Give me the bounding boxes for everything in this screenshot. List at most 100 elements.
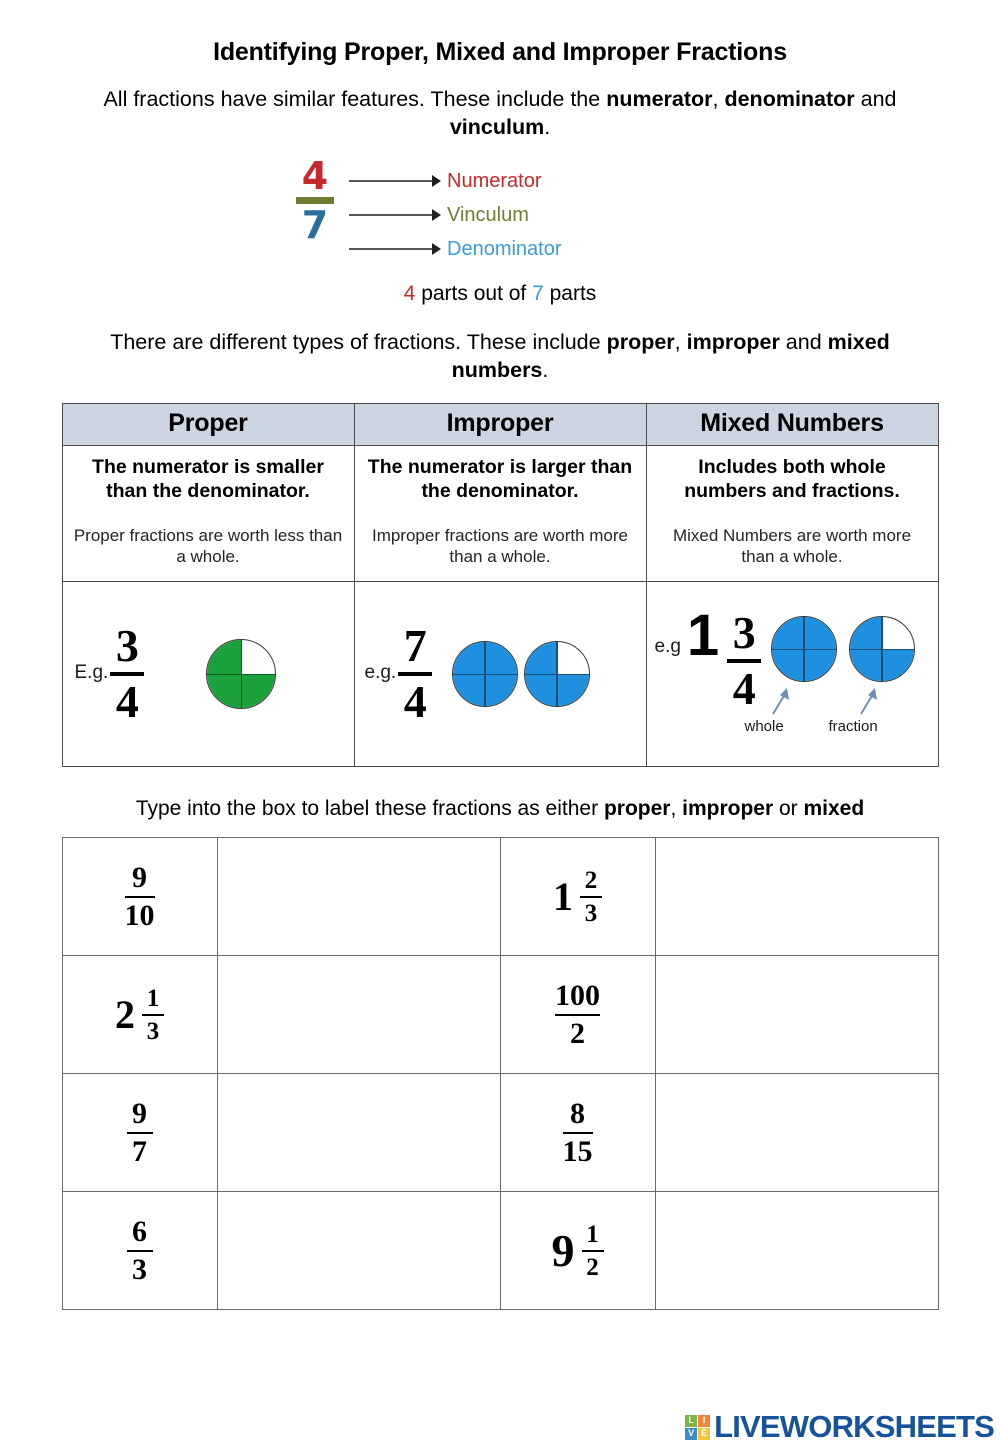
exercise-answer-6[interactable] — [654, 1073, 939, 1193]
exercise-answer-7[interactable] — [216, 1191, 501, 1311]
intro-text-2: , — [712, 87, 725, 111]
arrow-line — [349, 247, 433, 250]
example-denominator-proper: 4 — [115, 676, 139, 728]
exercise-answer-5[interactable] — [216, 1073, 501, 1193]
anatomy-arrow-vinculum: Vinculum — [349, 204, 529, 226]
fraction-bar — [142, 1013, 164, 1016]
pie-quadrant-filled — [850, 617, 883, 650]
parts-mid-text: parts out of — [415, 281, 533, 305]
types-bold-proper: proper — [606, 329, 675, 354]
fraction-numerator: 9 — [132, 1096, 147, 1130]
note-mixed: Mixed Numbers are worth more than a whol… — [672, 525, 912, 567]
exercise-question-5: 9 7 — [61, 1073, 218, 1193]
example-numerator-improper: 7 — [403, 620, 427, 672]
anatomy-label-denominator: Denominator — [447, 237, 562, 260]
example-fraction-mixed: 3 4 — [727, 607, 762, 715]
logo-tile-v: V — [685, 1427, 698, 1440]
instruction-bold-mixed: mixed — [803, 797, 865, 821]
example-denominator-mixed: 4 — [732, 663, 756, 715]
fraction-display: 100 2 — [555, 978, 600, 1049]
mixed-whole-number: 9 — [551, 1224, 575, 1276]
mixed-whole-number: 1 — [553, 873, 573, 919]
fraction-bar — [581, 1249, 604, 1252]
anatomy-fraction: 4 7 — [291, 157, 339, 244]
table-row: 6 3 9 1 2 — [61, 1191, 939, 1311]
eg-label-proper: E.g. — [74, 662, 109, 684]
types-text-2: , — [674, 329, 687, 354]
table-row: 9 7 8 15 — [61, 1073, 939, 1193]
instruction-text-1: Type into the box to label these fractio… — [135, 797, 604, 821]
pie-divider-horizontal — [207, 673, 276, 676]
exercise-question-3: 2 1 3 — [61, 955, 218, 1075]
fraction-bar — [126, 1249, 153, 1253]
pie-quadrant-filled — [525, 674, 558, 707]
eg-label-mixed: e.g — [654, 636, 681, 658]
intro-bold-vinculum: vinculum — [449, 115, 545, 140]
fraction-bar — [110, 672, 145, 677]
pie-quadrant-filled — [557, 674, 590, 707]
fraction-display: 6 3 — [126, 1216, 153, 1285]
example-numerator-mixed: 3 — [732, 607, 756, 659]
pie-chart-improper-whole — [452, 641, 519, 708]
types-text-1: There are different types of fractions. … — [110, 329, 607, 354]
liveworksheets-logo[interactable]: L I V E LIVEWORKSHEETS — [685, 1409, 995, 1445]
pie-quadrant-filled — [850, 649, 883, 682]
parts-numerator: 4 — [403, 281, 416, 305]
fraction-bar — [398, 672, 433, 677]
pie-quadrant-filled — [804, 617, 837, 650]
deftable-example-row: E.g. 3 4 e.g. 7 — [61, 581, 939, 768]
exercise-answer-8[interactable] — [654, 1191, 939, 1311]
deftable-header-row: Proper Improper Mixed Numbers — [61, 402, 939, 446]
fraction-denominator: 15 — [562, 1135, 593, 1169]
deftable-header-mixed: Mixed Numbers — [645, 402, 939, 446]
anatomy-label-numerator: Numerator — [447, 169, 542, 192]
pie-quadrant-filled — [241, 674, 276, 709]
exercise-answer-3[interactable] — [216, 955, 501, 1075]
intro-paragraph: All fractions have similar features. The… — [60, 85, 940, 142]
pie-quadrant-filled — [882, 649, 915, 682]
exercise-table: 9 10 1 2 3 2 1 — [61, 837, 939, 1311]
exercise-answer-2[interactable] — [654, 837, 939, 957]
intro-text-3: and — [854, 87, 897, 111]
types-text-4: . — [542, 358, 549, 383]
logo-tile-i: I — [698, 1414, 711, 1427]
exercise-question-6: 8 15 — [499, 1073, 656, 1193]
exercise-question-1: 9 10 — [61, 837, 218, 957]
intro-bold-denominator: denominator — [724, 87, 855, 111]
fraction-numerator: 100 — [555, 978, 600, 1012]
types-bold-improper: improper — [686, 329, 780, 354]
definition-improper: The numerator is larger than the denomin… — [367, 455, 633, 502]
pie-divider-horizontal — [850, 648, 915, 651]
types-intro-paragraph: There are different types of fractions. … — [60, 328, 940, 385]
logo-tile-e: E — [698, 1427, 711, 1440]
exercise-question-4: 100 2 — [499, 955, 656, 1075]
example-numerator-proper: 3 — [115, 620, 139, 672]
arrow-up-whole-icon — [771, 688, 789, 715]
fraction-bar — [124, 895, 155, 899]
exercise-answer-4[interactable] — [654, 955, 939, 1075]
pie-quadrant-filled — [207, 640, 242, 675]
instruction-bold-improper: improper — [682, 797, 774, 821]
parts-description: 4 parts out of 7 parts — [0, 282, 1000, 306]
intro-text-4: . — [544, 115, 551, 140]
pie-quadrant-filled — [772, 617, 805, 650]
eg-label-improper: e.g. — [364, 662, 397, 684]
fraction-types-table: Proper Improper Mixed Numbers The numera… — [61, 402, 939, 768]
deftable-header-improper: Improper — [353, 402, 647, 446]
fraction-display: 1 2 — [581, 1222, 604, 1280]
fraction-display: 9 10 — [124, 860, 155, 931]
fraction-numerator: 8 — [570, 1096, 585, 1130]
fraction-display: 1 3 — [142, 986, 164, 1044]
pie-chart-proper — [206, 639, 277, 710]
pie-quadrant-filled — [485, 642, 518, 675]
example-denominator-improper: 4 — [403, 676, 427, 728]
pie-chart-mixed-fraction — [849, 616, 916, 683]
parts-denominator: 7 — [532, 281, 544, 305]
logo-tile-l: L — [685, 1414, 698, 1427]
pie-quadrant-filled — [772, 649, 805, 682]
fraction-numerator: 9 — [132, 860, 147, 894]
example-fraction-improper: 7 4 — [398, 620, 433, 728]
pie-chart-mixed-whole — [771, 616, 838, 683]
intro-bold-numerator: numerator — [606, 87, 713, 111]
exercise-answer-1[interactable] — [216, 837, 501, 957]
